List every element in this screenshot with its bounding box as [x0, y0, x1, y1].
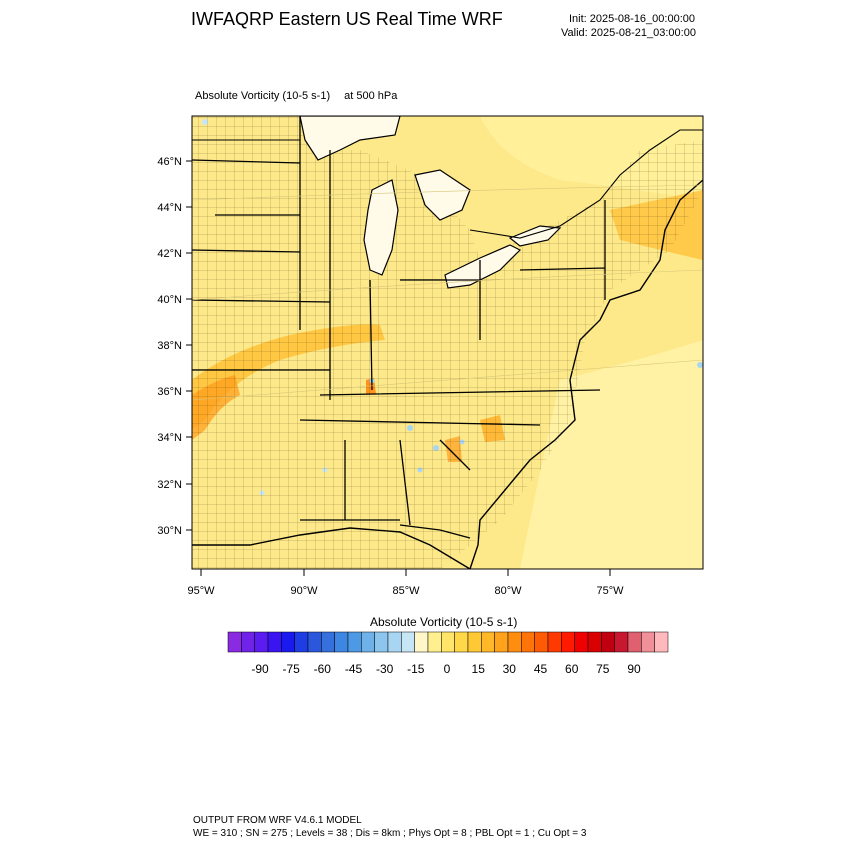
field-level: at 500 hPa — [344, 90, 398, 102]
lat-label: 38°N — [157, 340, 182, 352]
colorbar-swatch — [307, 631, 322, 653]
footer-config: WE = 310 ; SN = 275 ; Levels = 38 ; Dis … — [193, 828, 587, 839]
lat-label: 40°N — [157, 294, 182, 306]
latitude-labels: 46°N 44°N 42°N 40°N 38°N 36°N 34°N 32°N 30°N — [157, 156, 192, 537]
lon-label: 80°W — [494, 585, 522, 597]
colorbar-swatch — [614, 631, 629, 653]
colorbar-swatch — [414, 631, 429, 653]
colorbar-swatch — [467, 631, 482, 653]
vorticity-field — [192, 116, 703, 569]
colorbar-swatch — [347, 631, 362, 653]
colorbar-swatch — [387, 631, 402, 653]
colorbar-swatch — [267, 631, 282, 653]
colorbar-swatch — [254, 631, 269, 653]
lat-label: 32°N — [157, 479, 182, 491]
colorbar-tick-label: 90 — [627, 662, 641, 676]
lat-label: 44°N — [157, 202, 182, 214]
colorbar-swatch — [521, 631, 535, 653]
colorbar-swatch — [507, 631, 522, 653]
lon-label: 75°W — [596, 585, 624, 597]
lat-label: 30°N — [157, 525, 182, 537]
colorbar-swatch — [587, 631, 602, 653]
colorbar-tick-label: -60 — [314, 662, 332, 676]
colorbar-swatch — [454, 631, 469, 653]
lon-label: 90°W — [290, 585, 318, 597]
longitude-labels: 95°W 90°W 85°W 80°W 75°W — [187, 569, 624, 597]
colorbar-swatch — [241, 631, 255, 653]
colorbar-swatch — [641, 631, 655, 653]
colorbar-swatch — [561, 631, 575, 653]
lat-label: 34°N — [157, 432, 182, 444]
lon-label: 85°W — [392, 585, 420, 597]
colorbar-swatch — [427, 631, 442, 653]
colorbar-swatch — [441, 631, 455, 653]
colorbar-tick-label: -15 — [407, 662, 425, 676]
colorbar-swatch — [494, 631, 509, 653]
lon-label: 95°W — [187, 585, 215, 597]
colorbar-swatch — [654, 631, 669, 653]
colorbar-swatch — [481, 631, 495, 653]
plot-title: IWFAQRP Eastern US Real Time WRF — [191, 9, 503, 29]
field-name: Absolute Vorticity (10-5 s-1) — [195, 90, 331, 102]
colorbar-tick-labels: -90 -75 -60 -45 -30 -15 0 15 30 45 60 75 90 — [251, 662, 641, 676]
colorbar-tick-label: 0 — [444, 662, 451, 676]
colorbar-swatch — [534, 631, 549, 653]
init-time: Init: 2025-08-16_00:00:00 — [569, 13, 695, 25]
colorbar-swatch — [294, 631, 309, 653]
colorbar-tick-label: -45 — [345, 662, 363, 676]
colorbar-tick-label: 15 — [472, 662, 486, 676]
colorbar-swatch — [601, 631, 615, 653]
colorbar-swatch — [401, 631, 415, 653]
valid-time: Valid: 2025-08-21_03:00:00 — [561, 27, 696, 39]
colorbar-swatch — [281, 631, 295, 653]
lat-label: 46°N — [157, 156, 182, 168]
colorbar — [227, 631, 669, 653]
colorbar-tick-label: 75 — [596, 662, 610, 676]
colorbar-tick-label: 45 — [534, 662, 548, 676]
colorbar-swatch — [361, 631, 375, 653]
colorbar-tick-label: -90 — [251, 662, 269, 676]
colorbar-swatch — [334, 631, 349, 653]
colorbar-swatch — [374, 631, 389, 653]
colorbar-swatch — [627, 631, 642, 653]
colorbar-swatch — [574, 631, 589, 653]
lat-label: 36°N — [157, 386, 182, 398]
colorbar-tick-label: 30 — [503, 662, 517, 676]
field-label: Absolute Vorticity (10-5 s-1) at 500 hPa — [195, 90, 397, 102]
colorbar-tick-label: 60 — [565, 662, 579, 676]
colorbar-tick-label: -30 — [376, 662, 394, 676]
colorbar-tick-label: -75 — [283, 662, 301, 676]
colorbar-swatch — [321, 631, 335, 653]
colorbar-swatch — [227, 631, 242, 653]
colorbar-swatch — [547, 631, 562, 653]
footer-model: OUTPUT FROM WRF V4.6.1 MODEL — [193, 815, 362, 826]
lat-label: 42°N — [157, 248, 182, 260]
colorbar-title: Absolute Vorticity (10-5 s-1) — [370, 615, 518, 629]
